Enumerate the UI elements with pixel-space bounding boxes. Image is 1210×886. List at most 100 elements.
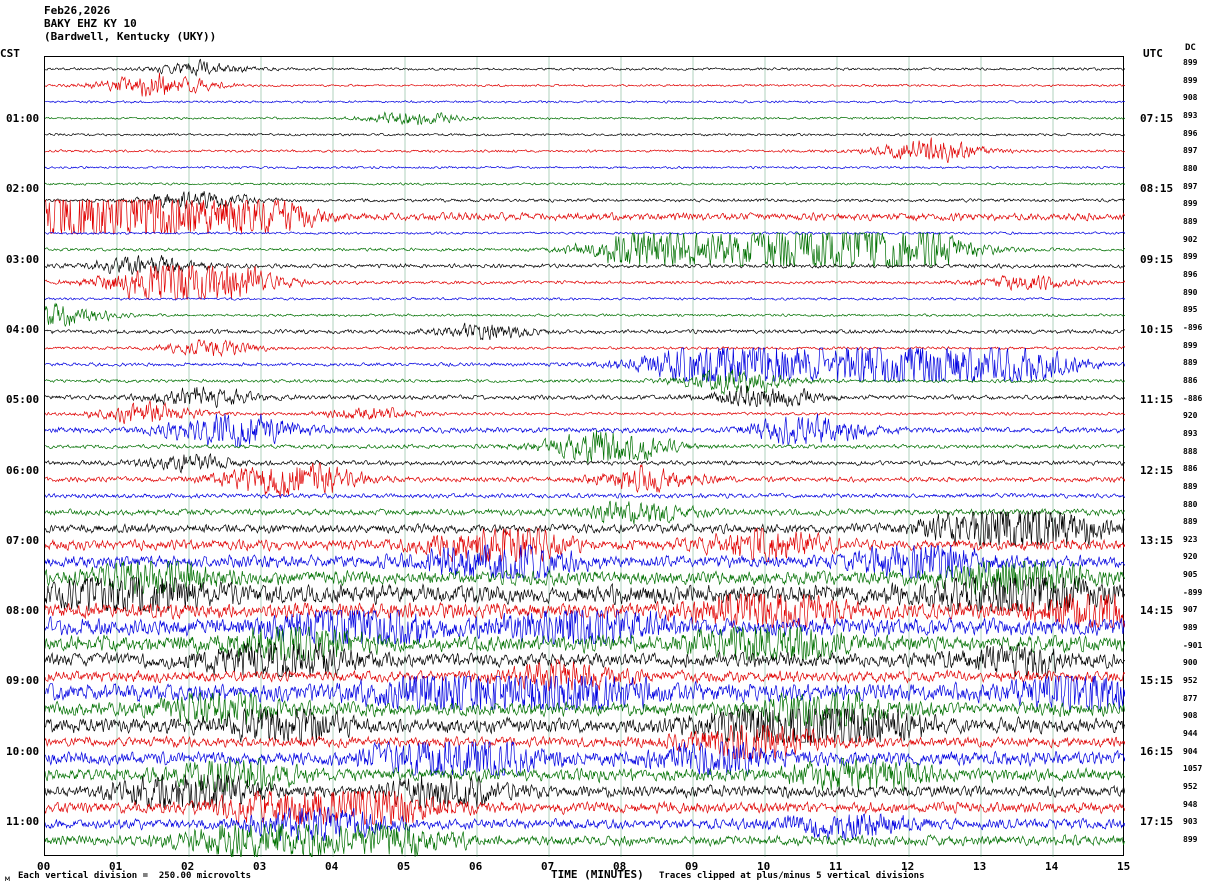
trace-45 — [45, 790, 1125, 826]
x-tick-12: 12 — [901, 860, 915, 873]
x-tick-3: 03 — [253, 860, 267, 873]
trace-20 — [45, 385, 1125, 409]
dc-value-11: 899 — [1183, 252, 1198, 262]
dc-value-39: 904 — [1183, 746, 1198, 756]
trace-04 — [45, 132, 1125, 137]
trace-18 — [45, 346, 1125, 383]
right-tick-10: 17:15 — [1140, 815, 1174, 828]
trace-44 — [45, 774, 1125, 809]
trace-16 — [45, 322, 1125, 341]
dc-value-42: 948 — [1183, 799, 1198, 809]
x-axis-title: TIME (MINUTES) — [551, 868, 644, 881]
right-tick-7: 14:15 — [1140, 604, 1174, 618]
footer-clip-note: Traces clipped at plus/minus 5 vertical … — [659, 871, 925, 881]
x-tick-15: 15 — [1117, 860, 1131, 873]
left-tick-8: 09:00 — [6, 674, 40, 688]
dc-value-41: 952 — [1183, 782, 1198, 792]
right-tick-6: 13:15 — [1140, 533, 1174, 547]
trace-35 — [45, 626, 1125, 661]
dc-value-21: 893 — [1183, 428, 1198, 438]
trace-36 — [45, 642, 1125, 678]
dc-value-14: 895 — [1183, 305, 1198, 315]
dc-value-4: 896 — [1183, 128, 1198, 138]
dc-value-13: 890 — [1183, 287, 1198, 297]
dc-value-6: 880 — [1183, 163, 1198, 173]
trace-08 — [45, 190, 1125, 210]
dc-value-40: 1057 — [1183, 764, 1203, 774]
right-tick-3: 10:15 — [1140, 322, 1174, 336]
seismogram-plot — [44, 56, 1125, 857]
dc-value-38: 944 — [1183, 729, 1198, 739]
left-tick-5: 06:00 — [6, 463, 40, 477]
dc-value-15: -896 — [1183, 322, 1203, 332]
dc-value-1: 899 — [1183, 75, 1198, 85]
dc-value-34: 900 — [1183, 658, 1198, 668]
right-tick-8: 15:15 — [1140, 674, 1174, 688]
trace-24 — [45, 452, 1125, 474]
trace-47 — [45, 823, 1125, 857]
dc-value-25: 880 — [1183, 499, 1198, 509]
header-station: BAKY EHZ KY 10 — [44, 17, 137, 30]
dc-value-27: 923 — [1183, 534, 1198, 544]
dc-value-18: 886 — [1183, 375, 1198, 385]
trace-39 — [45, 691, 1125, 728]
left-tick-6: 07:00 — [6, 533, 40, 547]
x-tick-13: 13 — [973, 860, 987, 873]
left-tick-7: 08:00 — [6, 604, 40, 618]
dc-value-8: 899 — [1183, 199, 1198, 209]
right-tick-5: 12:15 — [1140, 463, 1174, 477]
trace-06 — [45, 165, 1125, 170]
x-tick-4: 04 — [325, 860, 339, 873]
trace-14 — [45, 296, 1125, 301]
dc-value-10: 902 — [1183, 234, 1198, 244]
right-axis-label: UTC — [1143, 47, 1163, 60]
x-tick-11: 11 — [829, 860, 843, 873]
dc-value-22: 888 — [1183, 446, 1198, 456]
dc-value-26: 889 — [1183, 517, 1198, 527]
x-tick-5: 05 — [397, 860, 411, 873]
x-tick-6: 06 — [469, 860, 483, 873]
dc-value-7: 897 — [1183, 181, 1198, 191]
x-tick-2: 02 — [181, 860, 195, 873]
trace-28 — [45, 510, 1125, 546]
trace-15 — [45, 302, 1125, 328]
left-tick-4: 05:00 — [6, 393, 40, 407]
trace-23 — [45, 430, 1125, 464]
dc-value-0: 899 — [1183, 58, 1198, 67]
x-tick-9: 09 — [685, 860, 699, 873]
trace-26 — [45, 492, 1125, 499]
trace-25 — [45, 461, 1125, 497]
trace-21 — [45, 400, 1125, 425]
dc-value-12: 896 — [1183, 269, 1198, 279]
trace-00 — [45, 58, 1125, 77]
right-tick-0: 07:15 — [1140, 112, 1174, 125]
dc-value-37: 908 — [1183, 711, 1198, 721]
footer-scale-note: Each vertical division = 250.00 microvol… — [18, 871, 251, 881]
trace-32 — [45, 577, 1125, 612]
left-tick-9: 10:00 — [6, 744, 40, 758]
dc-value-17: 889 — [1183, 358, 1198, 368]
trace-41 — [45, 724, 1125, 760]
dc-value-33: -901 — [1183, 640, 1203, 650]
trace-33 — [45, 593, 1125, 629]
left-tick-0: 01:00 — [6, 112, 40, 125]
right-tick-2: 09:15 — [1140, 252, 1174, 266]
footer-mark: м — [5, 874, 10, 883]
dc-value-32: 989 — [1183, 623, 1198, 633]
trace-02 — [45, 100, 1125, 104]
left-tick-3: 04:00 — [6, 322, 40, 336]
trace-01 — [45, 72, 1125, 97]
left-axis-label: CST — [0, 47, 20, 60]
dc-value-43: 903 — [1183, 817, 1198, 827]
dc-column-label: DC — [1185, 43, 1196, 53]
trace-43 — [45, 758, 1125, 792]
right-tick-4: 11:15 — [1140, 393, 1174, 407]
x-tick-14: 14 — [1045, 860, 1059, 873]
dc-value-2: 908 — [1183, 93, 1198, 103]
x-tick-7: 07 — [541, 860, 555, 873]
header-date: Feb26,2026 — [44, 4, 111, 17]
trace-29 — [45, 528, 1125, 563]
dc-value-31: 907 — [1183, 605, 1198, 615]
dc-value-35: 952 — [1183, 676, 1198, 686]
